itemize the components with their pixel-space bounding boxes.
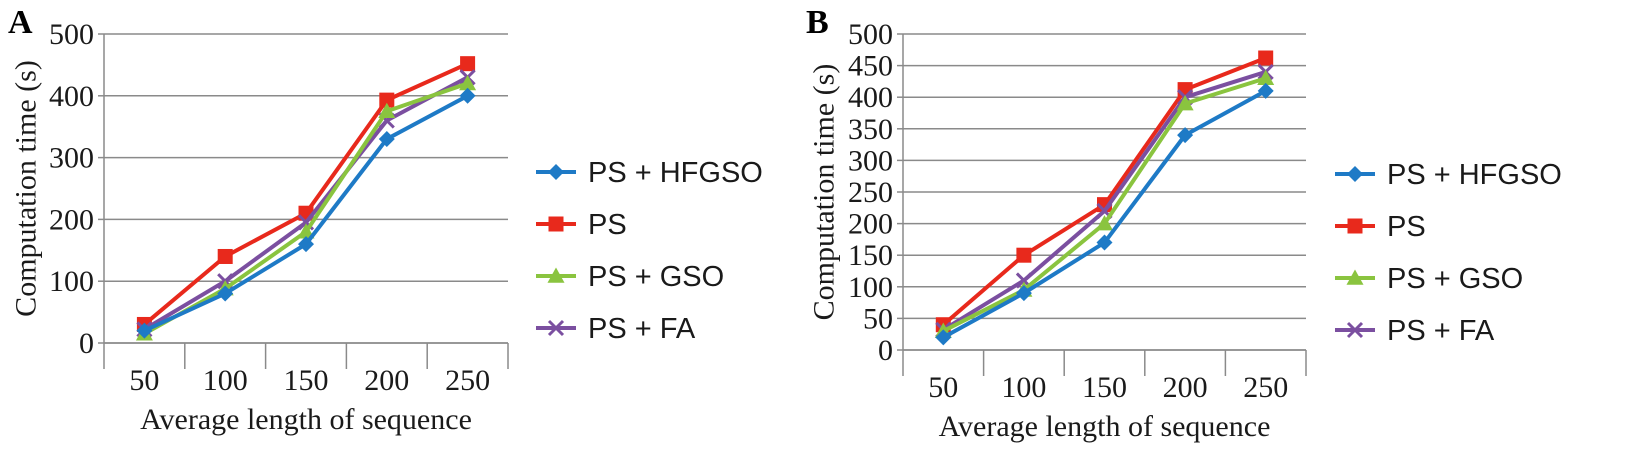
data-point xyxy=(378,102,396,119)
x-tick-label: 200 xyxy=(1163,371,1208,404)
data-point xyxy=(1016,247,1032,263)
data-point xyxy=(1176,95,1194,111)
y-axis-label: Computation time (s) xyxy=(10,60,43,317)
x-tick-label: 100 xyxy=(1001,371,1046,404)
legend-item: PS + FA xyxy=(536,313,696,345)
data-point xyxy=(460,56,476,72)
y-tick-label: 350 xyxy=(848,113,893,146)
marker-x-stroke xyxy=(547,319,565,337)
data-point xyxy=(1257,82,1274,99)
legend-swatch-marker xyxy=(547,267,565,283)
data-point xyxy=(217,248,233,264)
y-tick-label: 200 xyxy=(49,203,94,236)
y-axis-label: Computation time (s) xyxy=(808,64,841,321)
series-ps-hfgso xyxy=(935,82,1274,346)
legend-label: PS + GSO xyxy=(588,261,724,293)
data-point xyxy=(1096,215,1113,231)
data-point xyxy=(1096,234,1113,251)
legend: PS + HFGSO PS PS + GSO PS + FA xyxy=(1335,159,1562,347)
y-tick-label: 150 xyxy=(848,239,893,272)
marker-x-stroke xyxy=(1096,202,1113,220)
x-tick-label: 50 xyxy=(129,364,159,397)
y-tick-label: 100 xyxy=(848,271,893,304)
gridlines xyxy=(98,33,508,344)
legend-swatch-marker xyxy=(1346,321,1364,339)
legend-swatch-marker xyxy=(1346,269,1364,285)
series-ps xyxy=(136,56,476,332)
legend-label: PS + HFGSO xyxy=(1387,159,1562,191)
data-point xyxy=(379,92,395,108)
y-tick-label: 0 xyxy=(878,334,893,367)
legend-item: PS + GSO xyxy=(1335,263,1523,295)
marker-x-stroke xyxy=(1015,272,1032,289)
legend-item: PS + GSO xyxy=(536,261,724,293)
legend-item: PS + HFGSO xyxy=(536,157,763,189)
data-point xyxy=(459,87,476,104)
gridlines xyxy=(897,33,1306,351)
legend: PS + HFGSO PS PS + GSO PS + FA xyxy=(536,157,763,345)
data-point xyxy=(136,322,153,339)
marker-x-stroke xyxy=(297,214,315,231)
y-tick-label: 400 xyxy=(848,81,893,114)
panel-label: B xyxy=(806,4,829,41)
series-ps-fa xyxy=(136,69,476,338)
x-tick-label: 150 xyxy=(284,364,329,397)
legend-item: PS xyxy=(536,209,627,241)
legend-swatch-marker xyxy=(548,164,564,180)
series-ps xyxy=(935,50,1274,333)
legend-swatch-marker xyxy=(547,319,565,337)
legend-item: PS + FA xyxy=(1335,315,1495,347)
panel-label: A xyxy=(8,4,33,41)
y-tick-label: 450 xyxy=(848,50,893,83)
y-tick-label: 500 xyxy=(49,18,94,51)
y-tick-label: 100 xyxy=(49,265,94,298)
y-tick-label: 300 xyxy=(49,142,94,175)
x-tick-label: 200 xyxy=(364,364,409,397)
x-tick-label: 50 xyxy=(928,371,958,404)
series-line xyxy=(143,75,469,332)
legend-label: PS + HFGSO xyxy=(588,157,763,189)
y-tick-label: 250 xyxy=(848,176,893,209)
legend-item: PS + HFGSO xyxy=(1335,159,1562,191)
data-point xyxy=(298,236,314,253)
data-point xyxy=(459,74,477,91)
legend-label: PS + FA xyxy=(588,313,696,345)
y-tick-label: 50 xyxy=(863,302,893,335)
y-tick-label: 0 xyxy=(79,327,94,360)
data-point xyxy=(297,223,315,239)
x-axis-label: Average length of sequence xyxy=(939,410,1271,443)
data-point xyxy=(1258,50,1274,66)
data-point xyxy=(935,329,952,346)
x-axis-label: Average length of sequence xyxy=(140,403,472,436)
y-tick-label: 500 xyxy=(848,18,893,51)
data-point xyxy=(1257,69,1275,86)
data-point xyxy=(378,131,395,148)
x-tick-label: 250 xyxy=(1243,371,1288,404)
legend-label: PS xyxy=(1387,211,1426,243)
legend-swatch-marker xyxy=(1347,166,1363,182)
marker-x-stroke xyxy=(1346,321,1364,339)
chart-panel-a: A 0 100 200 300 400 500 50 100 150 200 250 Average l… xyxy=(8,4,763,436)
legend-swatch-marker xyxy=(1347,218,1363,234)
x-tick-label: 250 xyxy=(445,364,490,397)
data-point xyxy=(1015,285,1032,302)
y-tick-label: 300 xyxy=(848,144,893,177)
legend-label: PS + FA xyxy=(1387,315,1495,347)
legend-item: PS xyxy=(1335,211,1426,243)
legend-label: PS xyxy=(588,209,627,241)
x-tick-label: 100 xyxy=(203,364,248,397)
series-ps-hfgso xyxy=(136,87,476,339)
data-point xyxy=(217,285,234,302)
legend-label: PS + GSO xyxy=(1387,263,1523,295)
legend-swatch-marker xyxy=(548,216,564,232)
x-tick-label: 150 xyxy=(1082,371,1127,404)
data-point xyxy=(1177,127,1194,144)
y-tick-label: 200 xyxy=(848,208,893,241)
y-tick-label: 400 xyxy=(49,80,94,113)
